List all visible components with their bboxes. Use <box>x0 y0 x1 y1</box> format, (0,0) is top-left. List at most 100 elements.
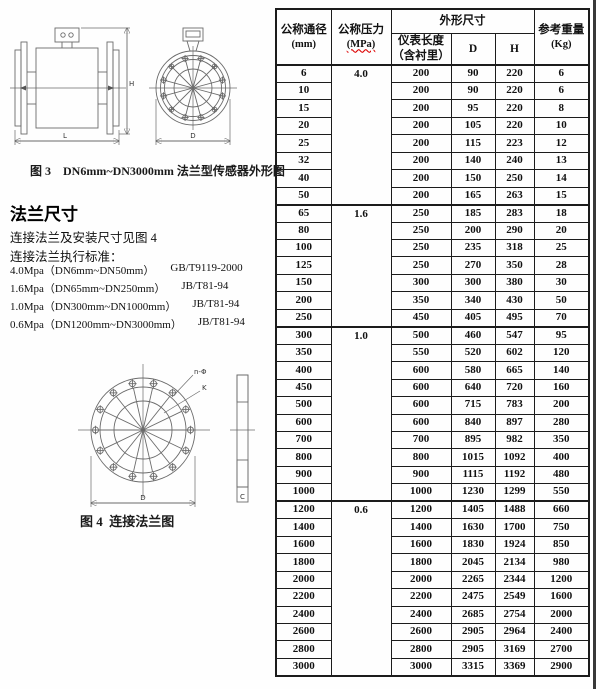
standard-line: 0.6Mpa（DN1200mm~DN3000mm） JB/T81-94 <box>10 316 245 332</box>
cell-d: 105 <box>450 116 496 136</box>
table-row: 20 200 105 220 10 <box>275 116 590 136</box>
table-row: 500 600 715 783 200 <box>275 396 590 415</box>
table-row: 2800 2800 2905 3169 2700 <box>275 640 590 659</box>
cell-h: 250 <box>494 169 535 188</box>
cell-length: 250 <box>390 221 452 241</box>
table-row: 150 300 300 380 30 <box>275 273 590 293</box>
cell-dn: 250 <box>275 308 332 328</box>
cell-weight: 1600 <box>533 588 590 607</box>
cell-dn: 32 <box>275 151 332 171</box>
standard-range: 4.0Mpa（DN6mm~DN50mm） <box>10 265 155 277</box>
header-instrument-length: 仪表长度 （含衬里） <box>390 32 452 66</box>
cell-dn: 3000 <box>275 657 332 677</box>
cell-d: 2265 <box>450 570 496 590</box>
cell-d: 1830 <box>450 535 496 555</box>
table-row: 900 900 1115 1192 480 <box>275 465 590 485</box>
header-H: H <box>494 32 535 66</box>
cell-dn: 900 <box>275 465 332 485</box>
standard-line: 1.6Mpa（DN65mm~DN250mm） JB/T81-94 <box>10 280 228 296</box>
table-row: 1600 1600 1830 1924 850 <box>275 535 590 555</box>
cell-weight: 2900 <box>533 657 590 677</box>
table-row: 300 1.0 500 460 547 95 <box>275 325 590 502</box>
standard-line: 1.0Mpa（DN300mm~DN1000mm） JB/T81-94 <box>10 298 239 314</box>
header-nominal-diameter: 公称通径 (mm) <box>275 8 332 66</box>
cell-weight: 13 <box>533 151 590 171</box>
cell-pressure: 1.6 <box>330 203 392 328</box>
cell-h: 1299 <box>494 483 535 502</box>
flange-front-view: n-Φ K D <box>78 364 210 507</box>
table-row: 2400 2400 2685 2754 2000 <box>275 605 590 625</box>
cell-h: 290 <box>494 221 535 241</box>
cell-weight: 200 <box>533 396 590 415</box>
junction-box <box>54 27 80 43</box>
cell-d: 405 <box>450 308 496 328</box>
cell-h: 2344 <box>494 570 535 590</box>
cell-h: 495 <box>494 308 535 328</box>
cell-dn: 600 <box>275 413 332 433</box>
cell-d: 200 <box>450 221 496 241</box>
standard-range: 1.6Mpa（DN65mm~DN250mm） <box>10 283 166 295</box>
cell-weight: 18 <box>533 203 590 223</box>
cell-d: 340 <box>450 291 496 310</box>
flange-side-view: C <box>230 374 255 503</box>
cell-h: 380 <box>494 273 535 293</box>
cell-weight: 6 <box>533 63 590 83</box>
cell-pressure: 1.0 <box>330 325 392 502</box>
cell-dn: 200 <box>275 291 332 310</box>
cell-d: 95 <box>450 99 496 118</box>
cell-weight: 10 <box>533 116 590 136</box>
cell-length: 2600 <box>390 622 452 642</box>
label-n-phi: n-Φ <box>194 368 207 376</box>
cell-d: 235 <box>450 239 496 258</box>
standard-code: GB/T9119-2000 <box>170 262 243 274</box>
cell-h: 1700 <box>494 518 535 537</box>
cell-length: 1400 <box>390 518 452 537</box>
cell-length: 300 <box>390 273 452 293</box>
cell-weight: 850 <box>533 535 590 555</box>
cell-d: 270 <box>450 256 496 275</box>
cell-length: 2800 <box>390 640 452 659</box>
figure4-connection-flange-drawing: n-Φ K D C <box>78 364 255 507</box>
cell-h: 897 <box>494 413 535 433</box>
cell-length: 900 <box>390 465 452 485</box>
cell-length: 200 <box>390 116 452 136</box>
header-reference-weight: 参考重量 (Kg) <box>533 8 590 66</box>
cell-weight: 660 <box>533 500 590 520</box>
cell-d: 520 <box>450 343 496 363</box>
cell-length: 2400 <box>390 605 452 625</box>
cell-pressure: 4.0 <box>330 64 392 206</box>
cell-length: 450 <box>390 308 452 328</box>
table-row: 25 200 115 223 12 <box>275 134 590 153</box>
table-row: 600 600 840 897 280 <box>275 413 590 433</box>
cell-length: 200 <box>390 99 452 118</box>
standard-code: JB/T81-94 <box>181 280 229 292</box>
cell-weight: 6 <box>533 81 590 101</box>
table-row: 32 200 140 240 13 <box>275 151 590 171</box>
cell-weight: 30 <box>533 273 590 293</box>
cell-weight: 70 <box>533 308 590 328</box>
cell-weight: 14 <box>533 169 590 188</box>
standard-code: JB/T81-94 <box>192 298 240 310</box>
cell-h: 3169 <box>494 640 535 659</box>
table-row: 125 250 270 350 28 <box>275 256 590 275</box>
cell-weight: 2700 <box>533 640 590 659</box>
cell-h: 783 <box>494 396 535 415</box>
label-K: K <box>202 384 207 392</box>
cell-weight: 400 <box>533 448 590 467</box>
table-row: 2200 2200 2475 2549 1600 <box>275 588 590 607</box>
cell-length: 200 <box>390 186 452 206</box>
figure3-sensor-outline-drawing: L H <box>10 4 237 145</box>
header-outline-dimensions: 外形尺寸 <box>390 8 535 34</box>
table-body: 6 4.0 200 90 220 6 10 200 90 220 6 15 200 95 220 8 20 200… <box>275 63 590 677</box>
dim-label-L: L <box>63 132 67 140</box>
table-row: 800 800 1015 1092 400 <box>275 448 590 467</box>
cell-h: 350 <box>494 256 535 275</box>
cell-weight: 140 <box>533 361 590 380</box>
cell-d: 90 <box>450 81 496 101</box>
cell-length: 200 <box>390 63 452 83</box>
cell-length: 1800 <box>390 553 452 572</box>
cell-d: 2905 <box>450 640 496 659</box>
cell-d: 460 <box>450 325 496 345</box>
cell-weight: 15 <box>533 186 590 206</box>
